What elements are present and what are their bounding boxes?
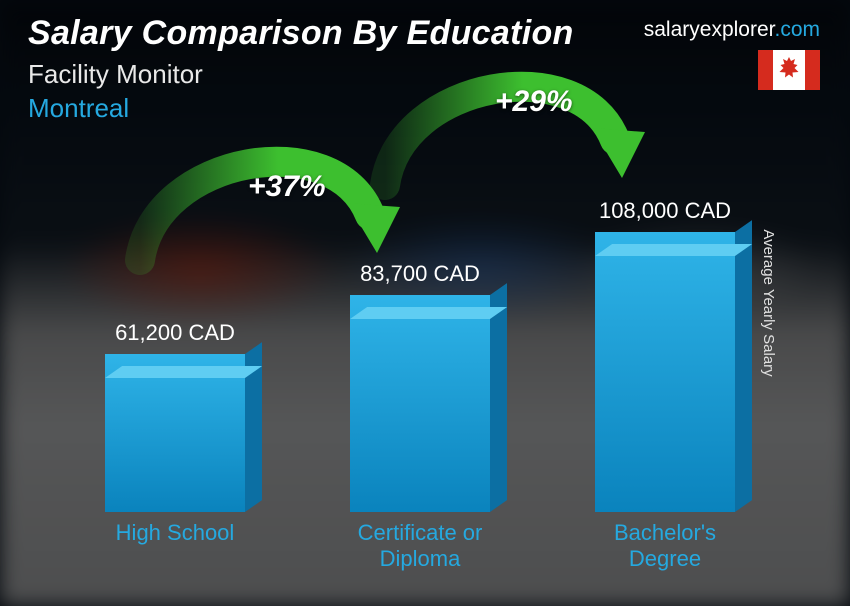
brand-text: salaryexplorer.com [644,18,820,42]
bar-3d [350,295,490,512]
bar-3d [105,354,245,512]
bar-front-face [350,295,490,512]
bar-top-face [595,244,752,256]
bar-side-face [735,220,752,512]
bar-group: 83,700 CADCertificate or Diploma [330,261,510,576]
chart-subtitle: Facility Monitor [28,59,574,90]
bar-top-face [350,307,507,319]
chart-title: Salary Comparison By Education [28,14,574,53]
y-axis-label: Average Yearly Salary [760,229,777,376]
bar-3d [595,232,735,512]
brand-name: salaryexplorer [644,18,775,41]
bar-label: Certificate or Diploma [330,520,510,576]
growth-percentage: +37% [248,170,326,204]
bar-group: 61,200 CAD High School [85,320,265,576]
bar-label: High School [85,520,265,576]
bar-group: 108,000 CADBachelor's Degree [575,198,755,576]
header: Salary Comparison By Education Facility … [28,14,574,124]
canada-flag-icon [758,50,820,90]
bar-label: Bachelor's Degree [575,520,755,576]
brand-suffix: .com [774,18,820,41]
chart-location: Montreal [28,93,574,124]
bar-front-face [595,232,735,512]
bar-value: 61,200 CAD [85,320,265,346]
bar-top-face [105,366,262,378]
bar-side-face [490,283,507,512]
content-layer: Salary Comparison By Education Facility … [0,0,850,606]
